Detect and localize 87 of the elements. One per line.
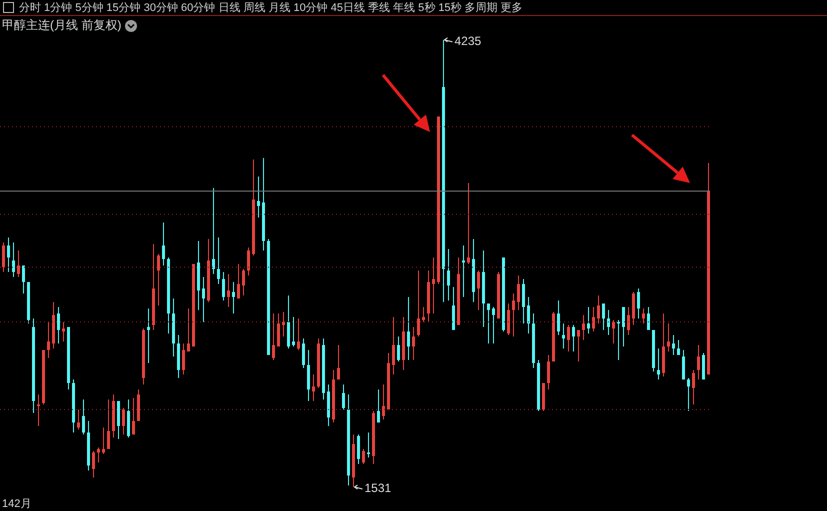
candlestick xyxy=(232,282,235,314)
candlestick xyxy=(382,384,385,420)
candlestick xyxy=(642,308,645,324)
candlestick xyxy=(197,240,200,311)
candlestick xyxy=(402,316,405,370)
candlestick xyxy=(62,321,65,342)
candlestick xyxy=(392,316,395,376)
candlestick xyxy=(567,324,570,352)
candlestick xyxy=(352,434,355,488)
candlestick xyxy=(332,369,335,424)
candlestick xyxy=(432,256,435,314)
candlestick xyxy=(697,344,700,380)
candlestick xyxy=(112,394,115,438)
candlestick xyxy=(57,306,60,344)
candlestick xyxy=(17,250,20,278)
annotation: 4235 xyxy=(454,34,482,48)
candlestick xyxy=(692,369,695,406)
candlestick xyxy=(7,236,10,273)
candlestick xyxy=(407,296,410,360)
candlestick xyxy=(2,242,5,273)
candlestick xyxy=(247,246,250,276)
candlestick xyxy=(472,238,475,302)
candlestick xyxy=(617,320,620,360)
candlestick xyxy=(627,306,630,336)
candlestick xyxy=(77,408,80,430)
candlestick xyxy=(272,313,275,360)
candlestick xyxy=(37,394,40,427)
candlestick xyxy=(372,410,375,465)
candlestick xyxy=(412,326,415,360)
candlestick xyxy=(312,374,315,402)
candlestick xyxy=(547,354,550,390)
candlestick xyxy=(572,324,575,352)
text: 分时 1分钟 5分钟 15分钟 30分钟 60分钟 日线 周线 月线 10分钟 45日线 季线 年线 5秒 15秒 多周期 更多 xyxy=(19,1,523,15)
text: 142月 xyxy=(2,498,32,510)
candlestick xyxy=(87,420,90,472)
candlestick xyxy=(672,334,675,356)
candlestick xyxy=(582,314,585,341)
candlestick xyxy=(527,296,530,334)
candlestick xyxy=(562,322,565,349)
candlestick xyxy=(532,313,535,369)
candlestick xyxy=(522,278,525,324)
candlestick xyxy=(172,298,175,358)
chart-title: 甲醇主连(月线 前复权) xyxy=(2,17,122,34)
candlestick xyxy=(152,244,155,331)
candlestick xyxy=(587,306,590,334)
candlestick xyxy=(47,321,50,359)
candlestick xyxy=(222,272,225,301)
candlestick xyxy=(427,270,430,322)
candlestick xyxy=(72,379,75,434)
candlestick xyxy=(82,399,85,435)
candlestick xyxy=(517,275,520,311)
candlestick xyxy=(162,222,165,266)
candlestick xyxy=(147,308,150,364)
candlestick xyxy=(12,242,15,278)
candlestick xyxy=(592,306,595,332)
candlestick xyxy=(482,250,485,328)
candlestick xyxy=(52,301,55,349)
candlestick xyxy=(512,293,515,338)
candlestick xyxy=(302,338,305,369)
candlestick xyxy=(657,348,660,380)
candlestick xyxy=(597,294,600,324)
candlestick xyxy=(32,318,35,414)
annotation: 1531 xyxy=(364,481,392,496)
candlestick xyxy=(202,276,205,322)
candlestick xyxy=(347,394,350,486)
candlestick xyxy=(662,313,665,377)
candlestick xyxy=(227,273,230,308)
candlestick xyxy=(637,288,640,320)
candlestick xyxy=(422,306,425,322)
candlestick xyxy=(257,176,260,218)
candlestick xyxy=(287,294,290,349)
candlestick xyxy=(327,384,330,427)
candlestick xyxy=(217,236,220,284)
candlestick xyxy=(262,158,265,252)
candlestick xyxy=(612,320,615,344)
candlestick xyxy=(607,310,610,336)
candlestick xyxy=(212,187,215,274)
candlestick xyxy=(557,300,560,336)
candlestick xyxy=(447,248,450,301)
candlestick xyxy=(367,432,370,458)
candlestick xyxy=(307,349,310,402)
candlestick xyxy=(462,245,465,298)
candlestick xyxy=(442,39,445,302)
candlestick xyxy=(182,342,185,376)
candlestick xyxy=(177,334,180,379)
candlestick xyxy=(667,322,670,352)
candlestick xyxy=(322,338,325,400)
